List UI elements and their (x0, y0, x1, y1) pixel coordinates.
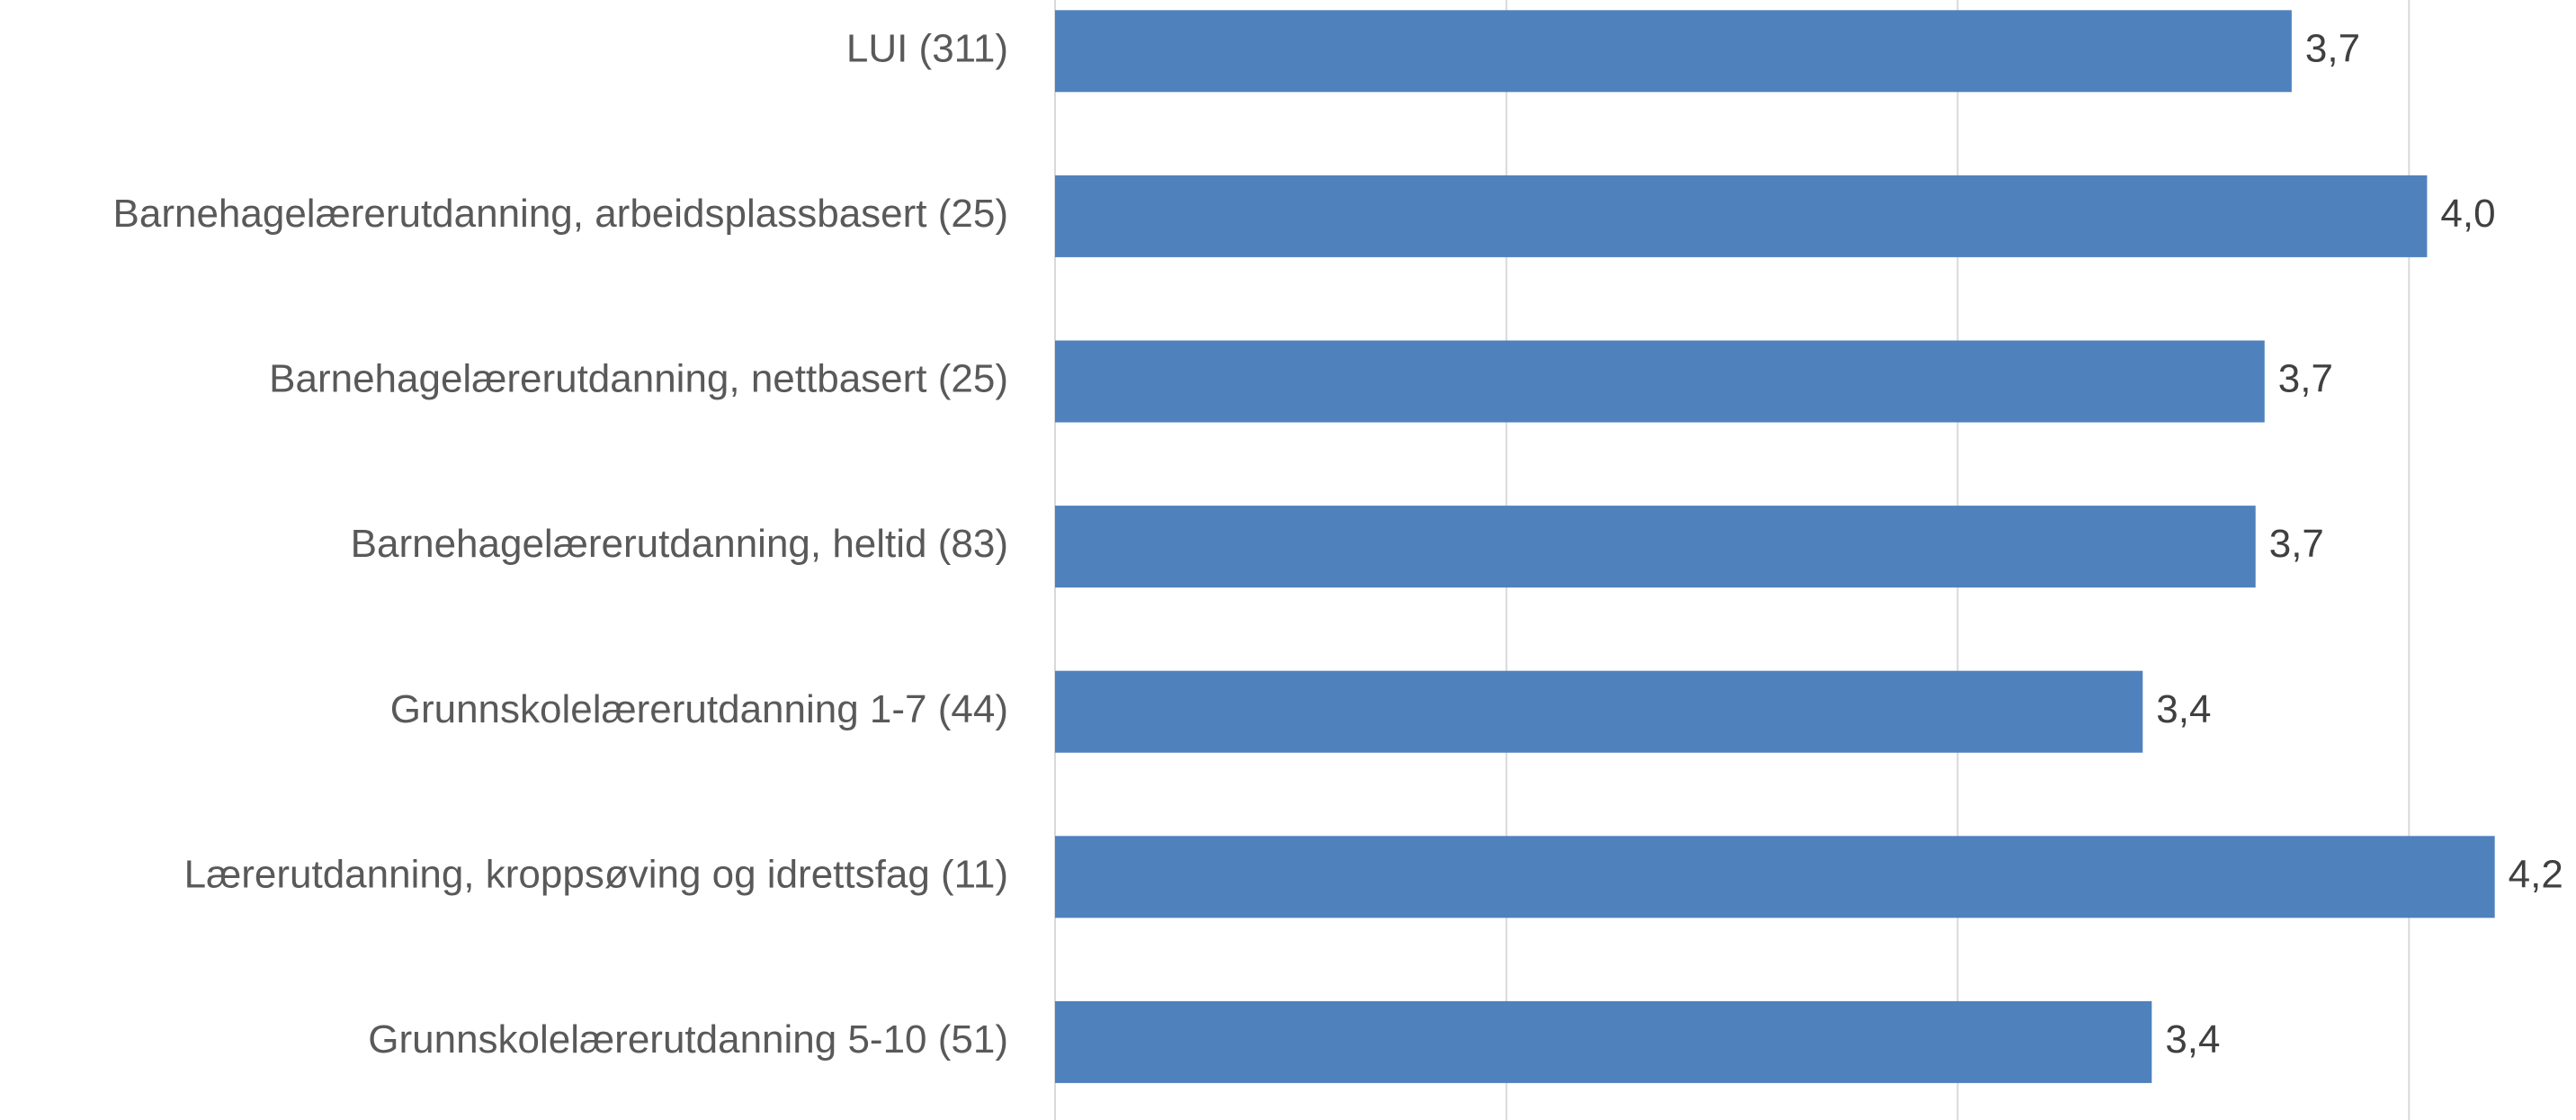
bar (1055, 670, 2143, 753)
bar (1055, 10, 2292, 93)
category-label: Barnehagelærerutdanning, arbeidsplassbas… (113, 192, 1009, 236)
bar (1055, 175, 2428, 257)
value-label: 3,7 (2305, 26, 2360, 70)
category-label: Grunnskolelærerutdanning 1-7 (44) (390, 687, 1008, 731)
value-label: 3,4 (2165, 1017, 2220, 1062)
value-label: 3,7 (2278, 357, 2333, 401)
bar (1055, 506, 2256, 588)
bar (1055, 340, 2265, 423)
value-label: 3,4 (2156, 687, 2211, 731)
value-label: 4,0 (2440, 192, 2495, 236)
value-label: 3,7 (2269, 522, 2324, 566)
value-label: 4,2 (2509, 852, 2563, 896)
bar (1055, 836, 2495, 918)
category-label: Barnehagelærerutdanning, nettbasert (25) (269, 357, 1008, 401)
category-label: LUI (311) (846, 26, 1008, 70)
category-label: Lærerutdanning, kroppsøving og idrettsfa… (184, 852, 1008, 896)
category-label: Barnehagelærerutdanning, heltid (83) (351, 522, 1008, 566)
bar (1055, 1000, 2152, 1083)
category-label: Grunnskolelærerutdanning 5-10 (51) (368, 1017, 1008, 1062)
